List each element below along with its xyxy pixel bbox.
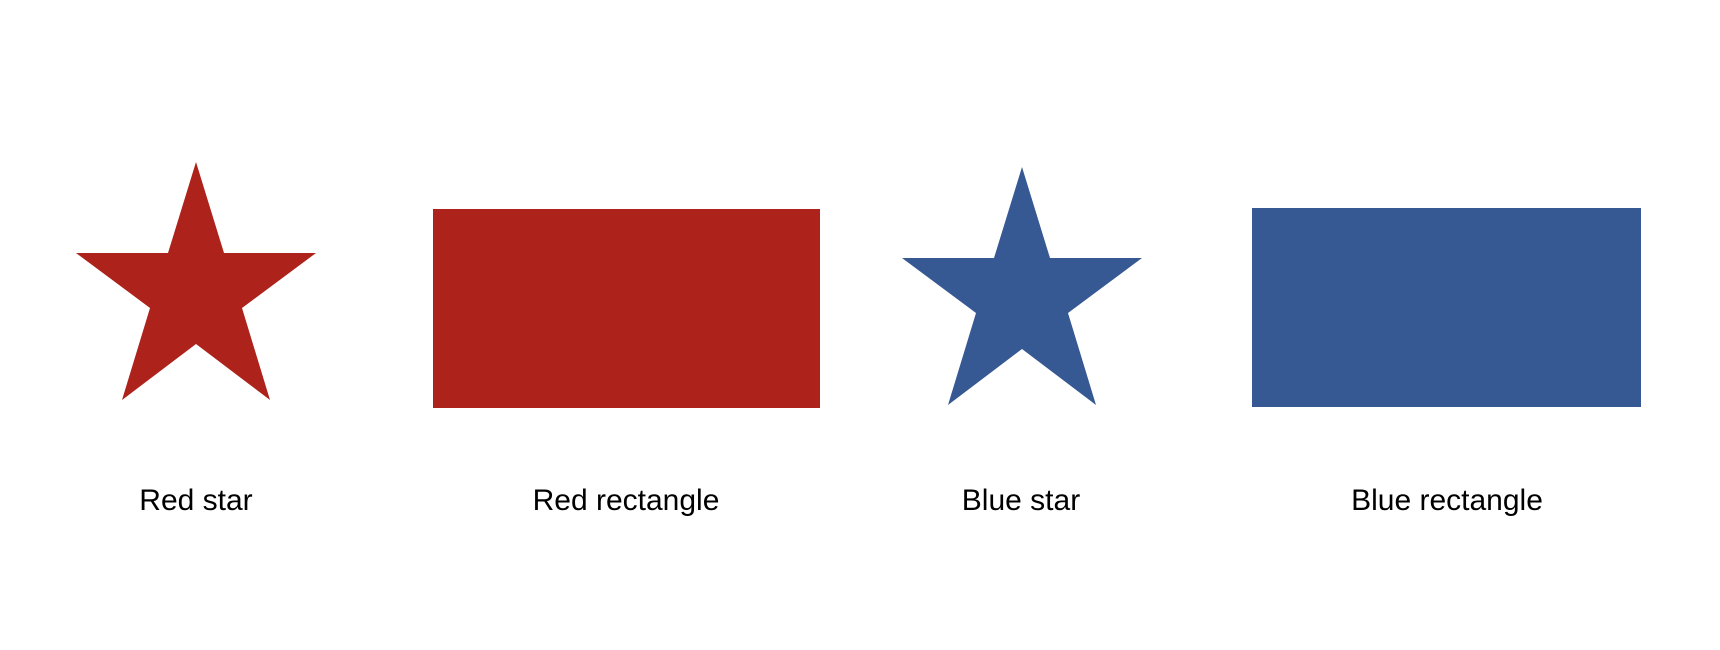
blue-star-label: Blue star (961, 484, 1081, 517)
blue-rectangle-label: Blue rectangle (1351, 484, 1543, 517)
red-star-label: Red star (139, 484, 253, 517)
blue-rectangle (1252, 208, 1641, 407)
red-rectangle-shape (433, 209, 820, 408)
blue-star-shape (902, 167, 1142, 405)
red-rectangle-label: Red rectangle (532, 484, 720, 517)
red-star (76, 162, 316, 400)
blue-star (902, 167, 1142, 405)
red-star-shape (76, 162, 316, 400)
blue-rectangle-shape (1252, 208, 1641, 407)
red-rectangle (433, 209, 820, 408)
